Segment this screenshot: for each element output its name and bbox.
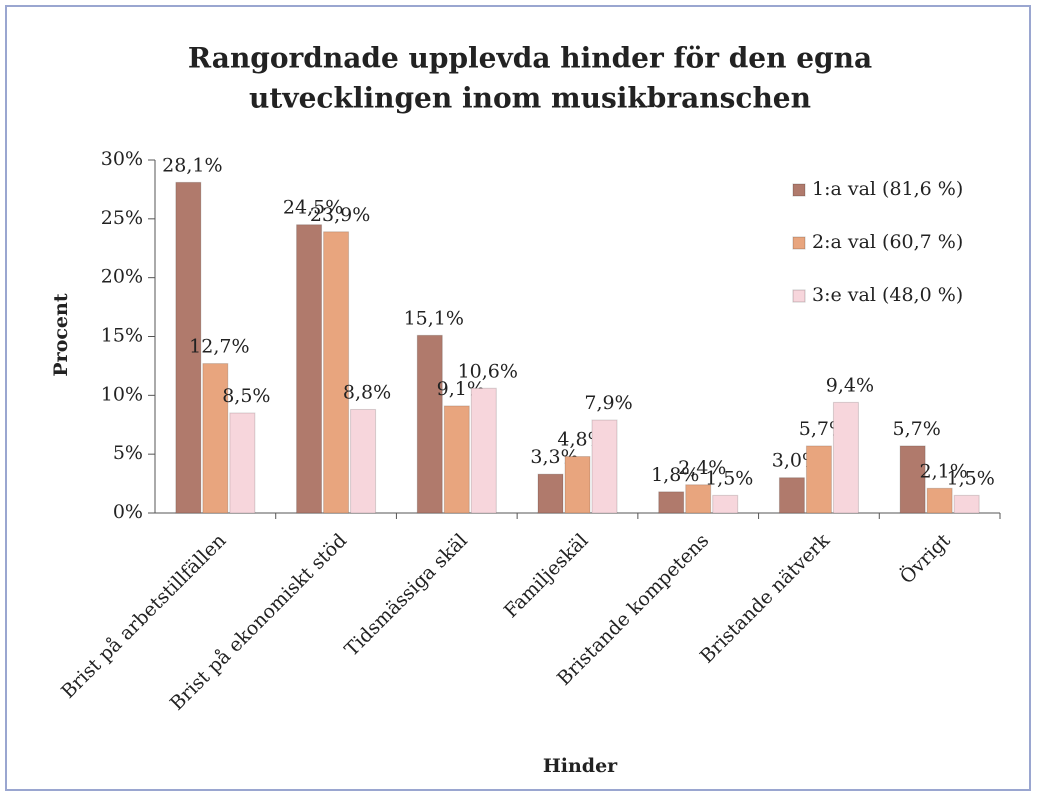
chart-title: utvecklingen inom musikbranschen <box>249 82 811 115</box>
value-label: 8,8% <box>343 381 391 403</box>
bar <box>416 334 443 514</box>
value-label: 9,4% <box>826 374 874 396</box>
legend-swatch <box>792 236 806 250</box>
value-label: 7,9% <box>584 392 632 414</box>
legend-label: 1:a val (81,6 %) <box>812 178 963 200</box>
bar <box>202 363 229 514</box>
y-tick-label: 30% <box>101 148 143 170</box>
value-label: 10,6% <box>458 360 518 382</box>
x-axis-title: Hinder <box>543 755 618 777</box>
chart-frame <box>5 5 1031 791</box>
bar <box>323 231 350 514</box>
y-tick-label: 15% <box>101 325 143 347</box>
bar <box>658 491 685 514</box>
bar <box>712 494 739 514</box>
bar <box>953 494 980 514</box>
y-tick-label: 10% <box>101 383 143 405</box>
value-label: 5,7% <box>893 418 941 440</box>
legend-swatch <box>792 183 806 197</box>
value-label: 2,1% <box>920 460 968 482</box>
bar <box>175 181 202 514</box>
bar <box>564 456 591 514</box>
value-label: 24,5% <box>283 197 343 219</box>
bar <box>778 477 805 514</box>
bar <box>537 473 564 514</box>
value-label: 23,9% <box>310 204 370 226</box>
bar <box>591 419 618 514</box>
bar <box>296 224 323 514</box>
y-tick-label: 5% <box>113 442 143 464</box>
legend-swatch <box>792 289 806 303</box>
bar <box>899 445 926 514</box>
legend-label: 2:a val (60,7 %) <box>812 231 963 253</box>
value-label: 1,5% <box>705 467 753 489</box>
bar <box>443 405 470 514</box>
bar <box>685 484 712 514</box>
chart-title: Rangordnade upplevda hinder för den egna <box>188 42 872 75</box>
y-tick-label: 25% <box>101 207 143 229</box>
bar <box>805 445 832 514</box>
value-label: 2,4% <box>678 457 726 479</box>
value-label: 28,1% <box>162 154 222 176</box>
bar <box>470 387 497 514</box>
value-label: 12,7% <box>189 336 249 358</box>
value-label: 15,1% <box>404 307 464 329</box>
y-tick-label: 0% <box>113 501 143 523</box>
bar <box>832 401 859 514</box>
bar <box>350 408 377 514</box>
value-label: 1,5% <box>947 467 995 489</box>
bar <box>229 412 256 514</box>
y-tick-label: 20% <box>101 266 143 288</box>
value-label: 1,8% <box>651 464 699 486</box>
value-label: 8,5% <box>222 385 270 407</box>
bar <box>926 487 953 514</box>
legend-label: 3:e val (48,0 %) <box>812 284 963 306</box>
y-axis-title: Procent <box>50 293 72 376</box>
